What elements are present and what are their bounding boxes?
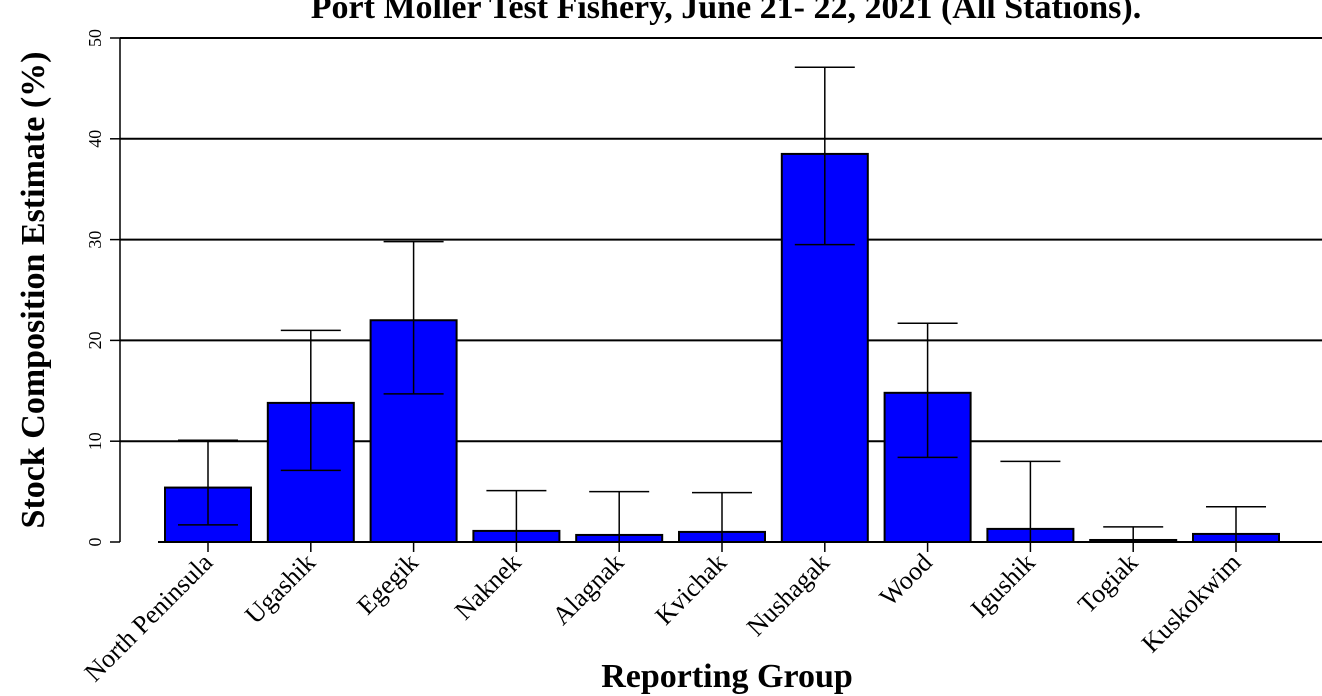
y-tick-label-30: 30 <box>85 231 105 249</box>
x-tick-label-egegik: Egegik <box>351 548 424 621</box>
y-tick-label-0: 0 <box>85 538 105 547</box>
y-tick-label-10: 10 <box>85 432 105 450</box>
chart-title: Port Moller Test Fishery, June 21- 22, 2… <box>311 0 1141 26</box>
x-tick-label-nushagak: Nushagak <box>741 548 835 642</box>
x-axis-label: Reporting Group <box>601 658 853 695</box>
y-axis-label: Stock Composition Estimate (%) <box>15 52 52 529</box>
x-tick-label-kuskokwim: Kuskokwim <box>1136 548 1246 658</box>
x-tick-label-naknek: Naknek <box>449 548 527 626</box>
y-tick-label-50: 50 <box>85 29 105 47</box>
x-tick-label-togiak: Togiak <box>1072 548 1143 619</box>
x-tick-label-alagnak: Alagnak <box>547 548 630 631</box>
x-tick-label-north-peninsula: North Peninsula <box>79 547 219 687</box>
y-tick-label-20: 20 <box>85 331 105 349</box>
y-tick-label-40: 40 <box>85 130 105 148</box>
x-tick-label-wood: Wood <box>874 548 938 612</box>
x-tick-label-igushik: Igushik <box>965 548 1041 624</box>
x-tick-label-kvichak: Kvichak <box>649 548 732 631</box>
x-tick-label-ugashik: Ugashik <box>239 548 321 630</box>
